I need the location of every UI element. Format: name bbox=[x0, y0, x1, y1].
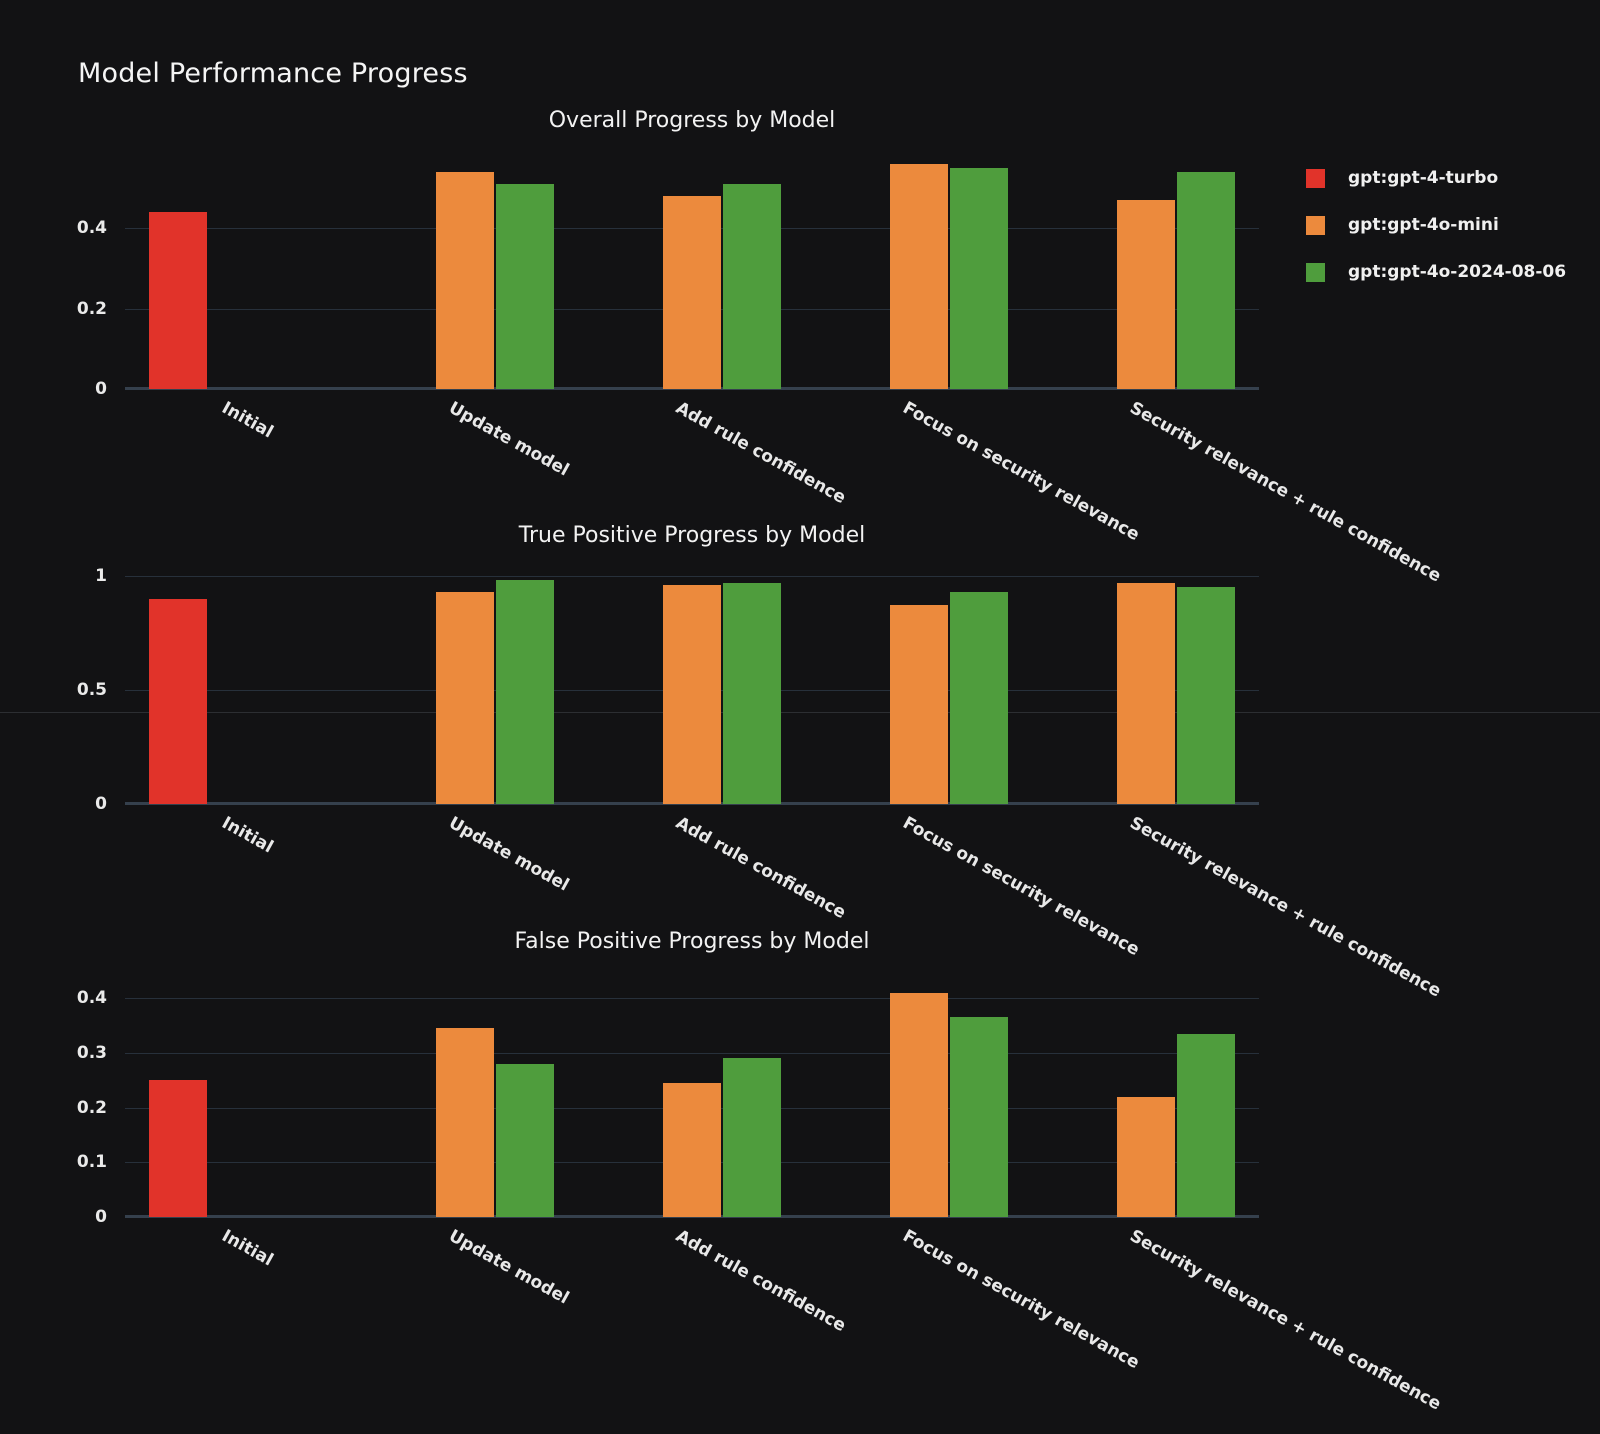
x-tick-label: Security relevance + rule confidence bbox=[1125, 813, 1444, 1002]
bar bbox=[436, 172, 495, 389]
x-tick-label: Add rule confidence bbox=[672, 813, 850, 924]
y-tick-label: 0.4 bbox=[76, 988, 107, 1009]
bar bbox=[496, 1063, 555, 1217]
legend-swatch-green bbox=[1306, 262, 1325, 282]
bar bbox=[949, 1017, 1008, 1217]
legend-item-gpt-4o-2024-08-06: gpt:gpt-4o-2024-08-06 bbox=[1306, 262, 1566, 282]
bar bbox=[723, 184, 781, 389]
legend: gpt:gpt-4-turbo gpt:gpt-4o-mini gpt:gpt-… bbox=[1306, 168, 1566, 282]
y-tick-label: 0 bbox=[95, 379, 107, 399]
legend-swatch-orange bbox=[1306, 215, 1325, 235]
y-tick-label: 0.1 bbox=[76, 1152, 107, 1173]
legend-item-gpt-4o-mini: gpt:gpt-4o-mini bbox=[1306, 215, 1566, 235]
y-tick-label: 0 bbox=[95, 794, 107, 814]
plot-area-false-positive: 0 0.1 0.2 0.3 0.4 Initial Update model Add rule… bbox=[77, 984, 1444, 1414]
legend-swatch-red bbox=[1306, 168, 1325, 188]
bar bbox=[1116, 200, 1175, 389]
bar bbox=[149, 212, 208, 389]
bar bbox=[1176, 1033, 1235, 1217]
horizontal-seam-line bbox=[0, 712, 1600, 713]
bar bbox=[889, 605, 948, 804]
x-tick-label: Security relevance + rule confidence bbox=[1125, 1226, 1444, 1415]
y-tick-label: 0.5 bbox=[76, 679, 107, 700]
bar bbox=[496, 184, 555, 389]
bar bbox=[663, 1083, 721, 1217]
bar bbox=[1176, 172, 1235, 389]
bar bbox=[496, 580, 555, 804]
x-tick-label: Initial bbox=[218, 398, 277, 443]
bar bbox=[723, 1058, 781, 1217]
bar bbox=[949, 591, 1008, 804]
bar bbox=[663, 584, 721, 804]
x-tick-label: Add rule confidence bbox=[672, 1226, 850, 1337]
x-tick-label: Initial bbox=[218, 813, 277, 858]
x-tick-label: Update model bbox=[445, 813, 573, 896]
x-tick-label: Add rule confidence bbox=[672, 398, 850, 509]
plot-area-overall: 0 0.2 0.4 Initial Update model Add rule confi… bbox=[77, 160, 1444, 586]
bar bbox=[1176, 587, 1235, 804]
y-tick-label: 0.3 bbox=[76, 1042, 107, 1063]
chart-title-true-positive: True Positive Progress by Model bbox=[518, 523, 866, 548]
bar bbox=[436, 591, 495, 804]
gridline bbox=[125, 1052, 1259, 1054]
bar bbox=[149, 1080, 208, 1217]
x-tick-label: Security relevance + rule confidence bbox=[1125, 398, 1444, 587]
bar bbox=[949, 168, 1008, 389]
bar bbox=[1116, 1096, 1175, 1217]
legend-label: gpt:gpt-4-turbo bbox=[1348, 168, 1499, 188]
x-tick-label: Focus on security relevance bbox=[899, 1226, 1143, 1374]
legend-label: gpt:gpt-4o-mini bbox=[1348, 215, 1499, 235]
gridline bbox=[125, 998, 1259, 1000]
x-tick-label: Update model bbox=[445, 1226, 573, 1309]
page-title: Model Performance Progress bbox=[78, 58, 468, 90]
y-tick-label: 1 bbox=[95, 565, 107, 586]
bar bbox=[889, 992, 948, 1217]
y-tick-label: 0.2 bbox=[76, 1097, 107, 1118]
y-tick-label: 0 bbox=[95, 1207, 107, 1227]
y-tick-label: 0.2 bbox=[76, 298, 107, 319]
gridline bbox=[125, 575, 1259, 577]
chart-title-false-positive: False Positive Progress by Model bbox=[514, 929, 870, 954]
bar bbox=[889, 164, 948, 389]
y-tick-label: 0.4 bbox=[76, 218, 107, 239]
bar bbox=[1116, 582, 1175, 804]
legend-item-gpt-4-turbo: gpt:gpt-4-turbo bbox=[1306, 168, 1566, 188]
x-tick-label: Initial bbox=[218, 1226, 277, 1271]
legend-label: gpt:gpt-4o-2024-08-06 bbox=[1348, 262, 1567, 282]
plot-area-true-positive: 0 0.5 1 Initial Update model Add rule confide… bbox=[77, 562, 1444, 1002]
chart-title-overall: Overall Progress by Model bbox=[548, 108, 836, 133]
bar bbox=[723, 582, 781, 804]
bar bbox=[663, 196, 721, 389]
bar bbox=[436, 1028, 495, 1217]
x-tick-label: Update model bbox=[445, 398, 573, 481]
bar bbox=[149, 598, 208, 804]
